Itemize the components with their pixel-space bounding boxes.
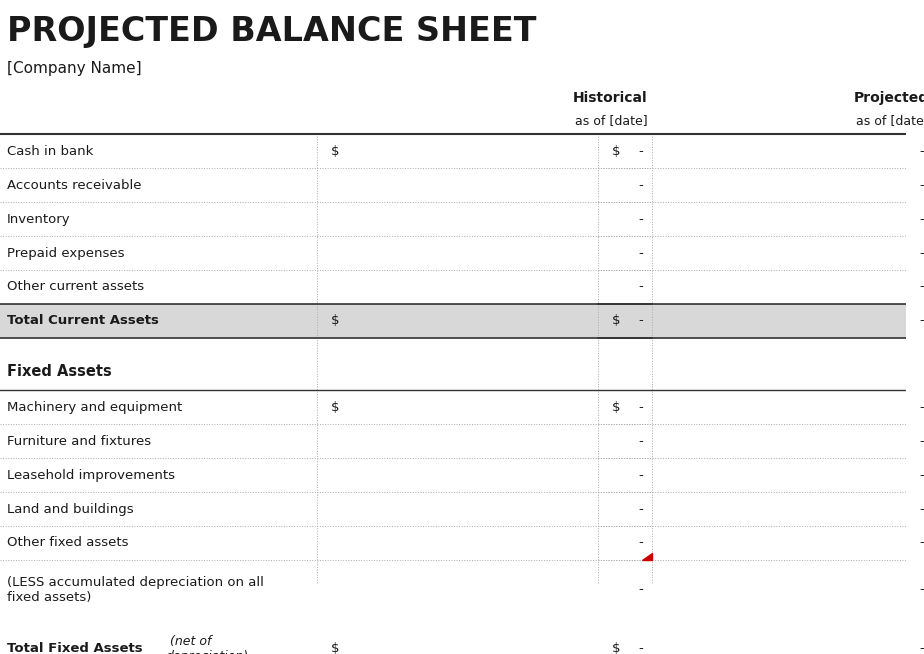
Text: -: - (638, 145, 643, 158)
Text: Historical: Historical (573, 91, 648, 105)
Text: -: - (638, 247, 643, 260)
Bar (0, 619, 906, 654)
Text: -: - (638, 281, 643, 294)
Text: -: - (919, 536, 924, 549)
Bar (0, 304, 906, 338)
Text: -: - (638, 435, 643, 448)
Text: Inventory: Inventory (7, 213, 71, 226)
Text: Fixed Assets: Fixed Assets (7, 364, 112, 379)
Text: -: - (919, 315, 924, 328)
Text: -: - (919, 435, 924, 448)
Text: Accounts receivable: Accounts receivable (7, 179, 141, 192)
Text: -: - (919, 281, 924, 294)
Text: $: $ (612, 401, 620, 414)
Text: Furniture and fixtures: Furniture and fixtures (7, 435, 152, 448)
Text: Projected: Projected (854, 91, 924, 105)
Text: $: $ (331, 642, 339, 654)
Text: (net of
depreciation): (net of depreciation) (165, 635, 249, 654)
Text: -: - (919, 213, 924, 226)
Text: -: - (919, 145, 924, 158)
Text: $: $ (612, 642, 620, 654)
Text: Other fixed assets: Other fixed assets (7, 536, 128, 549)
Text: $: $ (331, 401, 339, 414)
Text: -: - (638, 315, 643, 328)
Text: Other current assets: Other current assets (7, 281, 144, 294)
Text: -: - (638, 469, 643, 482)
Text: (LESS accumulated depreciation on all
fixed assets): (LESS accumulated depreciation on all fi… (7, 576, 264, 604)
Text: -: - (919, 247, 924, 260)
Text: -: - (638, 179, 643, 192)
Polygon shape (641, 553, 652, 560)
Text: Total Fixed Assets: Total Fixed Assets (7, 642, 143, 654)
Text: -: - (919, 179, 924, 192)
Text: -: - (919, 583, 924, 596)
Text: as of [date]: as of [date] (576, 114, 648, 127)
Text: -: - (919, 401, 924, 414)
Text: Machinery and equipment: Machinery and equipment (7, 401, 183, 414)
Text: Prepaid expenses: Prepaid expenses (7, 247, 125, 260)
Text: $: $ (612, 145, 620, 158)
Text: -: - (919, 469, 924, 482)
Text: -: - (638, 536, 643, 549)
Text: -: - (638, 213, 643, 226)
Text: Land and buildings: Land and buildings (7, 502, 134, 515)
Text: -: - (919, 642, 924, 654)
Text: $: $ (331, 315, 339, 328)
Text: -: - (638, 401, 643, 414)
Text: PROJECTED BALANCE SHEET: PROJECTED BALANCE SHEET (7, 14, 537, 48)
Text: -: - (638, 502, 643, 515)
Text: -: - (638, 583, 643, 596)
Text: Total Current Assets: Total Current Assets (7, 315, 159, 328)
Text: -: - (638, 642, 643, 654)
Text: as of [date]: as of [date] (857, 114, 924, 127)
Text: -: - (919, 502, 924, 515)
Text: [Company Name]: [Company Name] (7, 61, 142, 77)
Text: $: $ (612, 315, 620, 328)
Text: Leasehold improvements: Leasehold improvements (7, 469, 176, 482)
Text: $: $ (331, 145, 339, 158)
Polygon shape (922, 553, 924, 560)
Text: Cash in bank: Cash in bank (7, 145, 93, 158)
